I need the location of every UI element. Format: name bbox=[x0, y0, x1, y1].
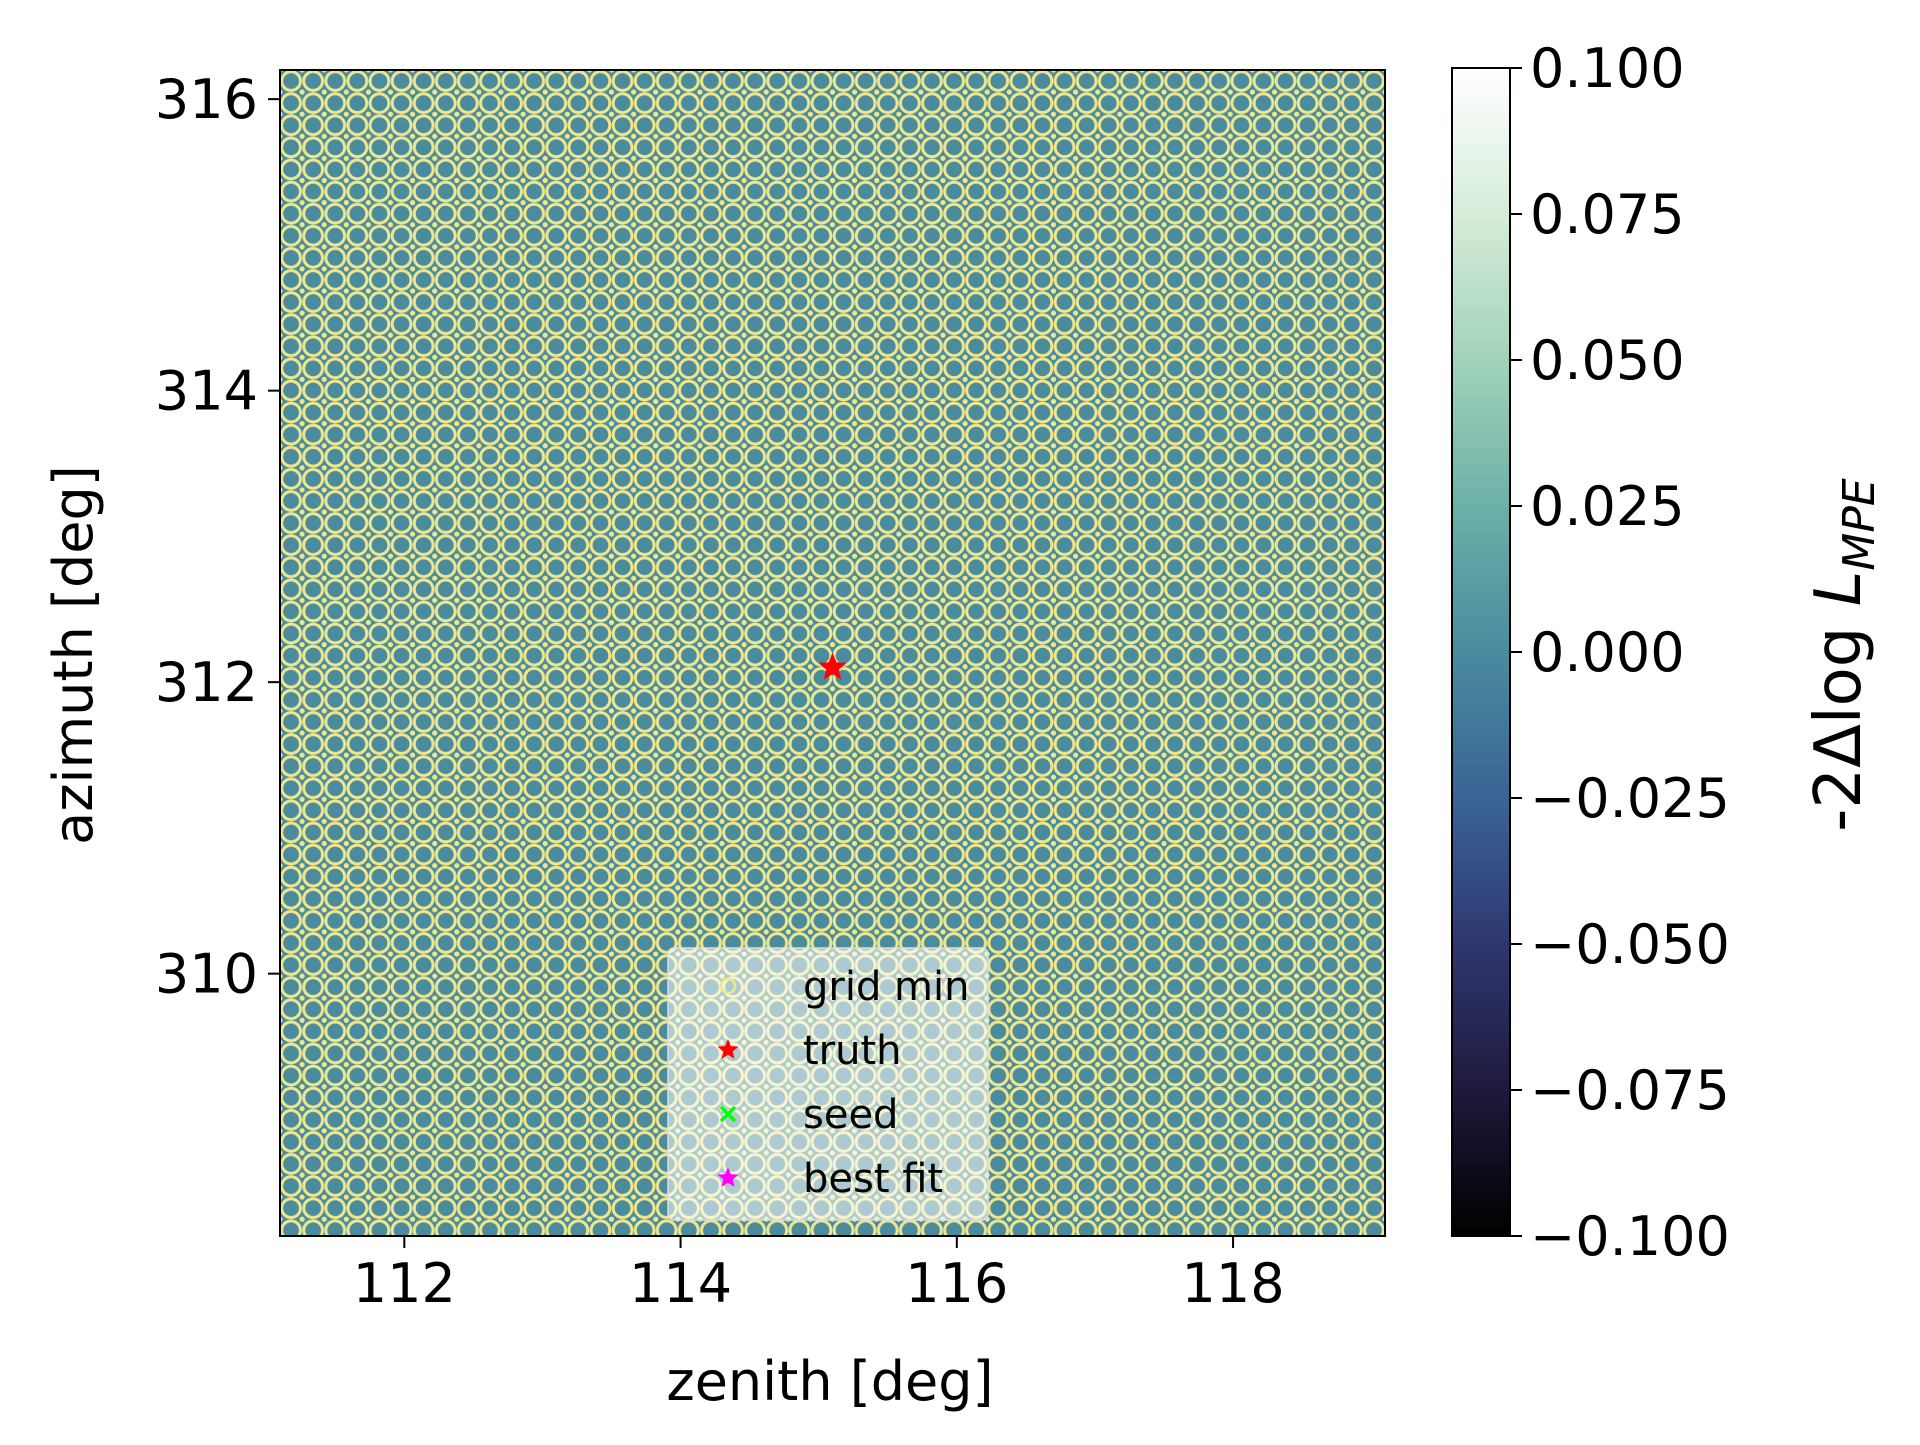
colorbar-tick-label: 0.050 bbox=[1530, 329, 1685, 392]
colorbar-tick-label: 0.000 bbox=[1530, 621, 1685, 684]
colorbar-tick-label: −0.050 bbox=[1530, 913, 1730, 976]
truth-marker bbox=[818, 652, 847, 680]
colorbar-tick-label: 0.025 bbox=[1530, 475, 1685, 538]
y-tick-label: 316 bbox=[155, 68, 258, 131]
y-tick-label: 312 bbox=[155, 651, 258, 714]
plot-frame bbox=[279, 69, 1386, 1237]
colorbar-label-prefix: -2Δlog bbox=[1802, 606, 1876, 832]
legend-label-3: best fit bbox=[803, 1156, 943, 1202]
legend-marker-3 bbox=[717, 1167, 739, 1187]
legend-box bbox=[667, 947, 989, 1221]
legend-label-1: truth bbox=[803, 1028, 902, 1074]
legend-marker-2 bbox=[719, 1105, 737, 1123]
x-tick-label: 114 bbox=[629, 1252, 732, 1315]
colorbar-label: -2Δlog LMPE bbox=[1802, 478, 1885, 832]
x-axis-label: zenith [deg] bbox=[666, 1350, 993, 1413]
colorbar-bar bbox=[1451, 67, 1511, 1237]
y-axis-label: azimuth [deg] bbox=[42, 465, 105, 845]
legend-marker-0 bbox=[719, 977, 737, 995]
legend-label-2: seed bbox=[803, 1092, 898, 1138]
legend-label-0: grid min bbox=[803, 964, 969, 1010]
colorbar-tick-label: −0.100 bbox=[1530, 1205, 1730, 1268]
y-tick-label: 314 bbox=[155, 360, 258, 423]
colorbar-label-sub: MPE bbox=[1834, 478, 1885, 570]
x-tick-label: 112 bbox=[353, 1252, 456, 1315]
colorbar-tick-label: −0.025 bbox=[1530, 767, 1730, 830]
y-tick-label: 310 bbox=[155, 943, 258, 1006]
x-tick-label: 116 bbox=[905, 1252, 1008, 1315]
colorbar-tick-label: 0.075 bbox=[1530, 183, 1685, 246]
colorbar-tick-label: 0.100 bbox=[1530, 37, 1685, 100]
legend-marker-1 bbox=[717, 1039, 739, 1059]
colorbar-label-var: L bbox=[1802, 571, 1876, 607]
colorbar-tick-label: −0.075 bbox=[1530, 1059, 1730, 1122]
x-tick-label: 118 bbox=[1182, 1252, 1285, 1315]
